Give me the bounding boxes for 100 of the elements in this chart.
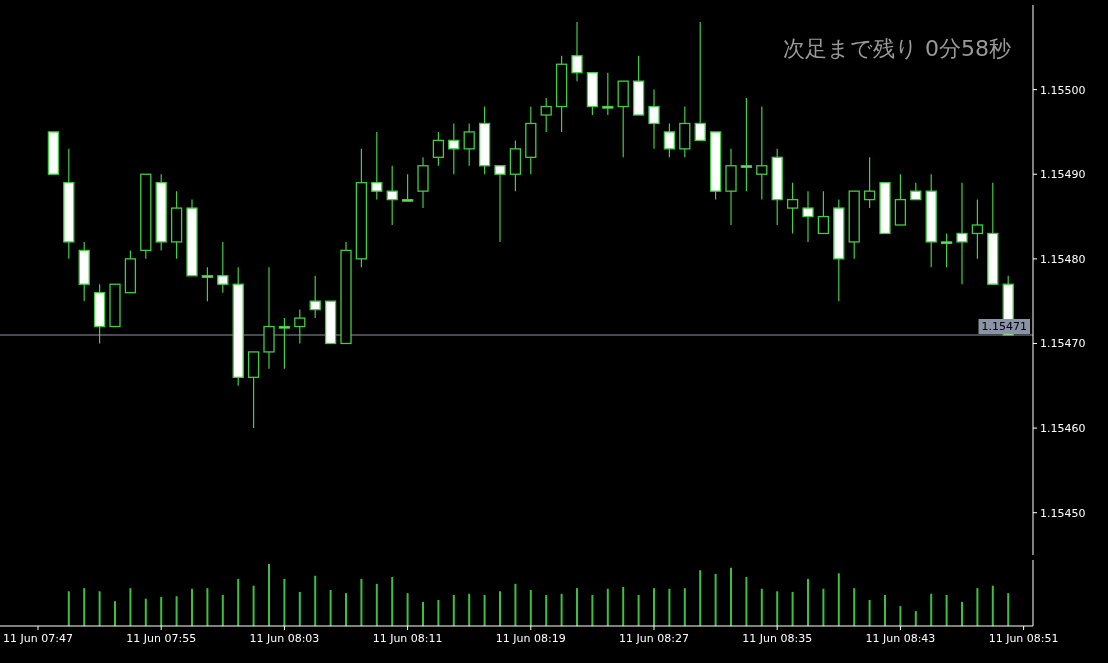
bar — [237, 578, 240, 626]
bar — [375, 583, 378, 626]
x-tick-label: 11 Jun 08:35 — [742, 632, 813, 645]
candlestick — [694, 21, 706, 142]
bar — [807, 578, 809, 626]
candlestick — [940, 232, 953, 268]
bar — [961, 601, 963, 626]
bar — [529, 590, 532, 626]
bar — [129, 588, 132, 626]
bar — [1007, 593, 1010, 626]
candlestick — [956, 182, 968, 285]
bar — [622, 586, 625, 626]
candlestick — [463, 122, 475, 167]
bar — [437, 599, 440, 626]
candlestick — [448, 122, 460, 175]
candlestick — [817, 190, 830, 235]
bar — [160, 596, 163, 626]
bar — [668, 588, 671, 626]
bar — [144, 598, 147, 626]
candlestick — [386, 165, 398, 226]
x-tick-label: 11 Jun 08:11 — [372, 632, 443, 645]
ref-line-label: 1.15471 — [981, 320, 1027, 333]
candlestick — [278, 317, 291, 370]
bar — [822, 588, 825, 626]
bar — [884, 595, 886, 626]
bar — [776, 591, 779, 626]
bar — [422, 601, 424, 626]
annotation: 次足まで残り 0分58秒 — [783, 36, 1011, 61]
bar — [499, 591, 501, 626]
candlestick — [786, 182, 799, 235]
bar — [175, 596, 178, 626]
candlestick — [971, 199, 984, 260]
bar — [560, 593, 563, 626]
x-tick-label: 11 Jun 07:47 — [3, 632, 73, 645]
y-tick-label: 1.15480 — [1040, 252, 1086, 266]
bar — [483, 595, 486, 626]
bar — [329, 590, 332, 626]
candlestick — [571, 21, 583, 82]
bar — [314, 575, 317, 626]
candlestick — [756, 105, 768, 201]
bar — [545, 595, 548, 626]
candlestick — [201, 266, 214, 302]
bar — [868, 599, 871, 626]
bar — [67, 591, 70, 626]
x-tick-label: 11 Jun 08:19 — [495, 632, 566, 645]
bar — [360, 578, 363, 626]
candlestick — [371, 131, 383, 201]
candlestick — [432, 131, 445, 167]
candlestick — [863, 156, 876, 209]
bar — [391, 577, 394, 626]
bar — [98, 591, 101, 626]
candlestick — [217, 241, 229, 294]
y-tick-label: 1.15470 — [1040, 337, 1086, 351]
bar — [714, 573, 717, 626]
y-tick-label: 1.15450 — [1040, 506, 1086, 520]
candlestick — [540, 97, 552, 133]
bar — [252, 585, 255, 626]
bar — [760, 588, 763, 626]
bar — [914, 611, 917, 626]
bar — [837, 573, 840, 626]
bar — [283, 578, 286, 626]
bar — [191, 588, 193, 626]
bar — [591, 595, 594, 626]
candlestick — [494, 165, 506, 243]
x-tick-label: 11 Jun 08:03 — [249, 632, 320, 645]
bar — [699, 570, 702, 626]
x-tick-label: 11 Jun 08:27 — [619, 632, 689, 645]
bar — [514, 583, 517, 626]
candlestick — [648, 89, 660, 150]
bar — [637, 595, 640, 626]
y-tick-label: 1.15460 — [1040, 422, 1086, 436]
x-tick-label: 11 Jun 08:51 — [988, 632, 1059, 645]
bar — [345, 593, 347, 626]
bar — [683, 588, 686, 626]
bar — [791, 591, 794, 626]
candlestick — [802, 190, 814, 243]
bar — [406, 593, 409, 626]
y-tick-label: 1.15500 — [1040, 83, 1086, 97]
bar — [206, 588, 209, 626]
y-tick-label: 1.15490 — [1040, 168, 1086, 182]
bar — [853, 588, 856, 626]
bar — [221, 595, 224, 626]
x-tick-label: 11 Jun 08:43 — [865, 632, 936, 645]
bar — [83, 588, 86, 626]
bar — [606, 588, 609, 626]
bar — [976, 588, 979, 626]
bar — [899, 606, 902, 626]
candlestick — [309, 275, 321, 319]
bar — [576, 588, 578, 626]
bar — [945, 595, 948, 626]
candlestick — [663, 122, 676, 158]
candlestick — [602, 72, 614, 116]
bar — [991, 585, 994, 626]
bar — [653, 588, 655, 626]
bar — [452, 595, 455, 626]
candlestick — [294, 309, 306, 345]
candlestick — [740, 97, 753, 192]
bar — [468, 593, 471, 626]
bar — [930, 593, 933, 626]
bar — [298, 591, 301, 626]
